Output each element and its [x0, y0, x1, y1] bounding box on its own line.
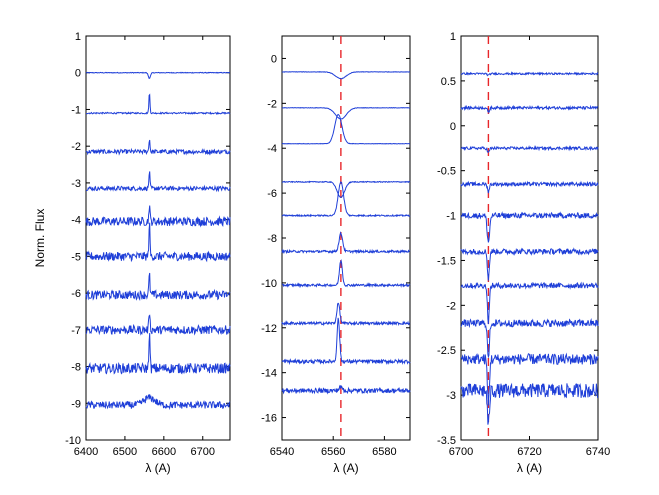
spectrum-line — [85, 394, 231, 411]
y-tick-label: -2 — [267, 98, 277, 110]
spectrum-line — [460, 382, 599, 425]
x-axis-label: λ (A) — [145, 461, 170, 475]
spectrum-line — [460, 247, 599, 281]
y-tick-label: -4 — [71, 215, 81, 227]
y-tick-label: 0 — [75, 68, 81, 80]
y-tick-label: -10 — [261, 278, 277, 290]
spectrum-line — [460, 180, 599, 194]
spectrum-line — [460, 318, 599, 359]
x-tick-label: 6500 — [113, 446, 137, 458]
x-tick-label: 6560 — [321, 446, 345, 458]
x-tick-label: 6700 — [191, 446, 215, 458]
x-tick-label: 6740 — [586, 446, 610, 458]
x-tick-label: 6700 — [449, 446, 473, 458]
y-tick-label: 1 — [75, 31, 81, 43]
plot-frame — [460, 35, 599, 441]
y-tick-label: -0.5 — [437, 166, 456, 178]
spectrum-line — [281, 317, 411, 366]
y-tick-label: -8 — [71, 362, 81, 374]
y-tick-label: -5 — [71, 251, 81, 263]
spectrum-line — [86, 171, 231, 193]
y-tick-label: -6 — [71, 288, 81, 300]
y-tick-label: 1 — [450, 31, 456, 43]
spectrum-line — [85, 93, 231, 115]
y-tick-label: -10 — [65, 435, 81, 447]
y-tick-label: -2.5 — [437, 345, 456, 357]
y-tick-label: 0.5 — [441, 76, 456, 88]
spectrum-line — [460, 352, 599, 406]
spectrum-line — [85, 272, 231, 302]
plot-frame — [281, 35, 411, 441]
y-tick-label: -3 — [446, 390, 456, 402]
spectrum-line — [281, 258, 411, 289]
spectrum-line — [85, 139, 231, 156]
y-tick-label: -12 — [261, 323, 277, 335]
y-tick-label: 0 — [271, 53, 277, 65]
spectrum-line — [460, 211, 599, 243]
y-tick-label: -4 — [267, 143, 277, 155]
y-tick-label: -1 — [446, 211, 456, 223]
x-tick-label: 6600 — [152, 446, 176, 458]
spectrum-line — [281, 106, 411, 120]
y-tick-label: -2 — [71, 141, 81, 153]
y-tick-label: -7 — [71, 325, 81, 337]
spectrum-line — [460, 145, 599, 154]
y-tick-label: -16 — [261, 413, 277, 425]
spectrum-line — [85, 332, 231, 375]
spectrum-line — [85, 222, 231, 263]
spectrum-line — [85, 71, 230, 80]
panel-middle: 0 -2 -4 -6 -8 -10 -12 -14 -16 6540 6560 6580 λ (A) — [261, 35, 411, 475]
spectrum-line — [460, 281, 599, 325]
spectrum-line — [85, 205, 231, 228]
spectrum-line — [282, 180, 411, 198]
plot-frame — [85, 35, 231, 441]
spectrum-line — [281, 181, 411, 218]
spectrum-line — [281, 71, 410, 80]
y-tick-label: -3 — [71, 178, 81, 190]
x-tick-label: 6580 — [372, 446, 396, 458]
x-axis-label: λ (A) — [333, 461, 358, 475]
spectrum-line — [85, 314, 231, 336]
y-tick-label: -9 — [71, 398, 81, 410]
spectrum-line — [281, 231, 411, 255]
y-tick-label: -14 — [261, 368, 277, 380]
spectrum-line — [460, 71, 599, 77]
y-tick-label: -1.5 — [437, 255, 456, 267]
x-axis-label: λ (A) — [517, 461, 542, 475]
y-axis-label: Norm. Flux — [33, 209, 47, 268]
y-tick-label: -3.5 — [437, 435, 456, 447]
x-tick-label: 6720 — [517, 446, 541, 458]
y-tick-label: -8 — [267, 233, 277, 245]
y-tick-label: -2 — [446, 300, 456, 312]
spectrum-line — [460, 104, 599, 114]
x-tick-label: 6540 — [270, 446, 294, 458]
y-tick-label: -6 — [267, 188, 277, 200]
y-tick-label: 0 — [450, 121, 456, 133]
spectrum-line — [281, 113, 411, 145]
spectrum-line — [281, 302, 411, 327]
x-tick-label: 6400 — [74, 446, 98, 458]
spectrum-line — [281, 384, 411, 395]
y-tick-label: -1 — [71, 104, 81, 116]
